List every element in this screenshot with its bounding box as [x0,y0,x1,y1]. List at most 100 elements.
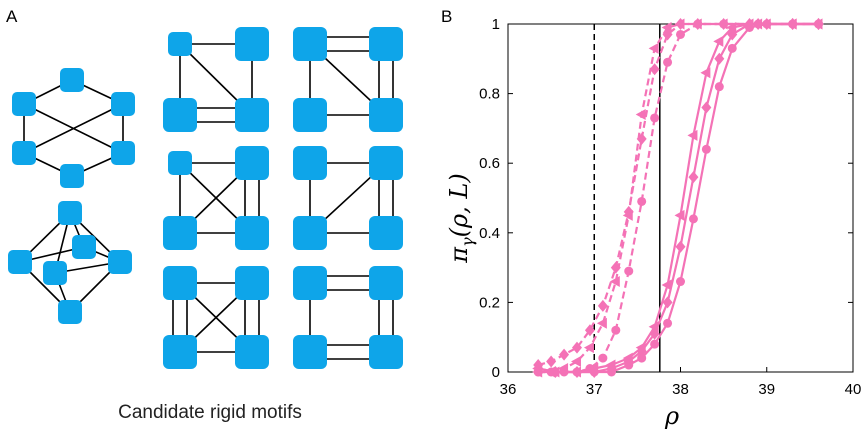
data-point [719,19,729,29]
motif-4-nodes [293,27,403,132]
data-point [688,171,699,184]
panel-b-letter: B [441,7,452,26]
motif-1 [23,79,124,177]
data-point [637,353,647,363]
data-point [550,367,560,377]
x-tick-label: 36 [500,381,517,398]
data-point [713,35,724,47]
motif-node [12,92,36,116]
motif-node [58,300,82,324]
data-point [727,43,737,53]
data-point [700,67,711,79]
data-point [762,19,772,29]
motif-6-nodes [293,146,403,250]
y-axis-label: πγ(ρ, L) [445,173,477,263]
data-point [662,296,673,309]
motif-node [293,335,327,369]
motif-node [235,98,269,132]
data-point [663,318,673,328]
motif-node [168,151,192,175]
data-point [571,356,581,368]
data-point [788,19,798,29]
motif-node [111,92,135,116]
motif-node [235,146,269,180]
data-point [714,82,724,92]
x-tick-label: 39 [758,381,775,398]
data-point [611,325,621,335]
motif-node [8,250,32,274]
data-point [584,324,595,337]
data-point [589,367,599,377]
data-point [676,29,685,39]
motif-node [293,216,327,250]
motif-node [293,98,327,132]
data-point [598,353,608,363]
motif-node [60,68,84,92]
data-point [572,341,582,354]
series-line [538,22,819,374]
motif-7-nodes [163,266,269,369]
y-tick-label: 0.6 [479,155,500,172]
series-line [538,22,819,374]
motif-node [293,27,327,61]
motif-2 [19,212,121,313]
data-point [726,21,737,33]
data-point [649,327,660,340]
x-tick-label: 38 [672,381,689,398]
data-point [745,22,754,32]
data-point [663,57,673,67]
data-point [533,367,543,377]
plot-area: 36 37 38 39 40 0 0.2 0.4 0.6 0.8 1 [479,16,861,398]
data-point [650,113,660,123]
panel-a-letter: A [6,7,18,26]
series-line [537,22,819,367]
data-point [649,63,660,76]
y-tick-label: 1 [492,16,500,33]
data-point [727,28,738,41]
data-point [624,266,634,276]
data-point [661,21,672,33]
panel-b: B πγ(ρ, L) ρ 36 37 38 39 40 0 0.2 0.4 0.6 0.8 1 [441,7,861,430]
motif-8-nodes [293,266,403,369]
y-tick-label: 0 [492,364,500,381]
motif-node [58,201,82,225]
motif-5-nodes [163,146,269,250]
x-tick-label: 37 [586,381,603,398]
data-point [674,18,685,30]
motif-node [108,250,132,274]
series-line [537,22,819,374]
motif-node [168,32,192,56]
data-point [814,19,823,29]
series-line [537,22,819,374]
motif-1-nodes [12,68,135,188]
motif-node [235,266,269,300]
motif-node [163,266,197,300]
data-point [596,317,607,329]
motif-node [369,216,403,250]
motif-node [293,266,327,300]
series-line [538,22,819,374]
motif-node [163,98,197,132]
data-point [674,209,685,221]
data-point [701,101,712,114]
motif-node [60,164,84,188]
data-point [648,42,659,54]
data-point [701,144,711,154]
motif-node [163,335,197,369]
y-tick-label: 0.8 [479,86,500,103]
motif-node [43,261,67,285]
data-point [635,108,646,120]
data-point [714,52,725,65]
x-tick-label: 40 [845,381,862,398]
motif-node [235,335,269,369]
panel-a: A [6,7,403,423]
data-point [624,360,634,370]
data-point [546,355,557,368]
motif-node [163,216,197,250]
data-point [687,129,698,141]
motif-2-nodes [8,201,132,324]
motif-node [293,146,327,180]
y-tick-label: 0.4 [479,225,500,242]
data-point [675,240,686,253]
